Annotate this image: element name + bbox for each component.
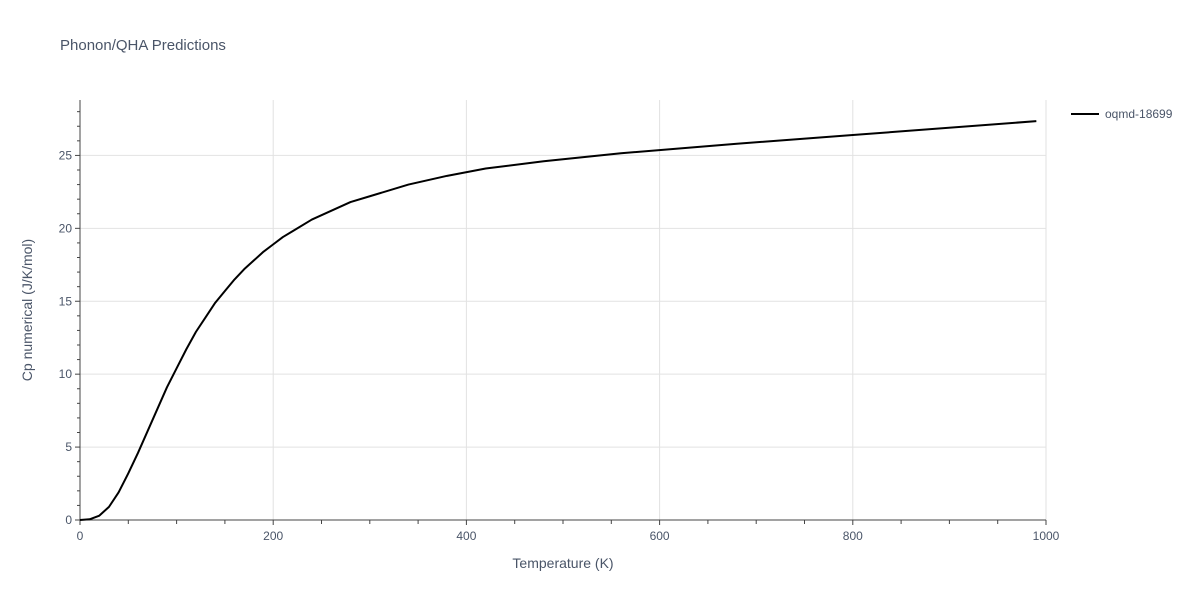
tick-labels: 0 200 400 600 800 1000 0 5 10 15 20 25: [59, 148, 1060, 543]
y-tick-label: 25: [59, 148, 73, 162]
legend: oqmd-18699: [1071, 107, 1173, 121]
legend-label-oqmd-18699: oqmd-18699: [1105, 107, 1173, 121]
x-axis-title: Temperature (K): [512, 555, 613, 571]
y-axis-title: Cp numerical (J/K/mol): [19, 239, 35, 381]
x-tick-label: 200: [263, 529, 283, 543]
y-tick-label: 10: [59, 367, 73, 381]
x-tick-label: 800: [843, 529, 863, 543]
series-layer: [79, 120, 1037, 521]
y-tick-label: 15: [59, 294, 73, 308]
x-tick-label: 1000: [1033, 529, 1060, 543]
chart-title: Phonon/QHA Predictions: [60, 37, 226, 54]
y-tick-label: 20: [59, 221, 73, 235]
y-tick-label: 0: [65, 513, 72, 527]
x-tick-label: 600: [650, 529, 670, 543]
y-tick-label: 5: [65, 440, 72, 454]
grid-lines: [80, 100, 1047, 520]
series-line-oqmd-18699: [79, 120, 1037, 521]
x-tick-label: 400: [456, 529, 476, 543]
x-tick-label: 0: [77, 529, 84, 543]
axes: [75, 100, 1047, 525]
